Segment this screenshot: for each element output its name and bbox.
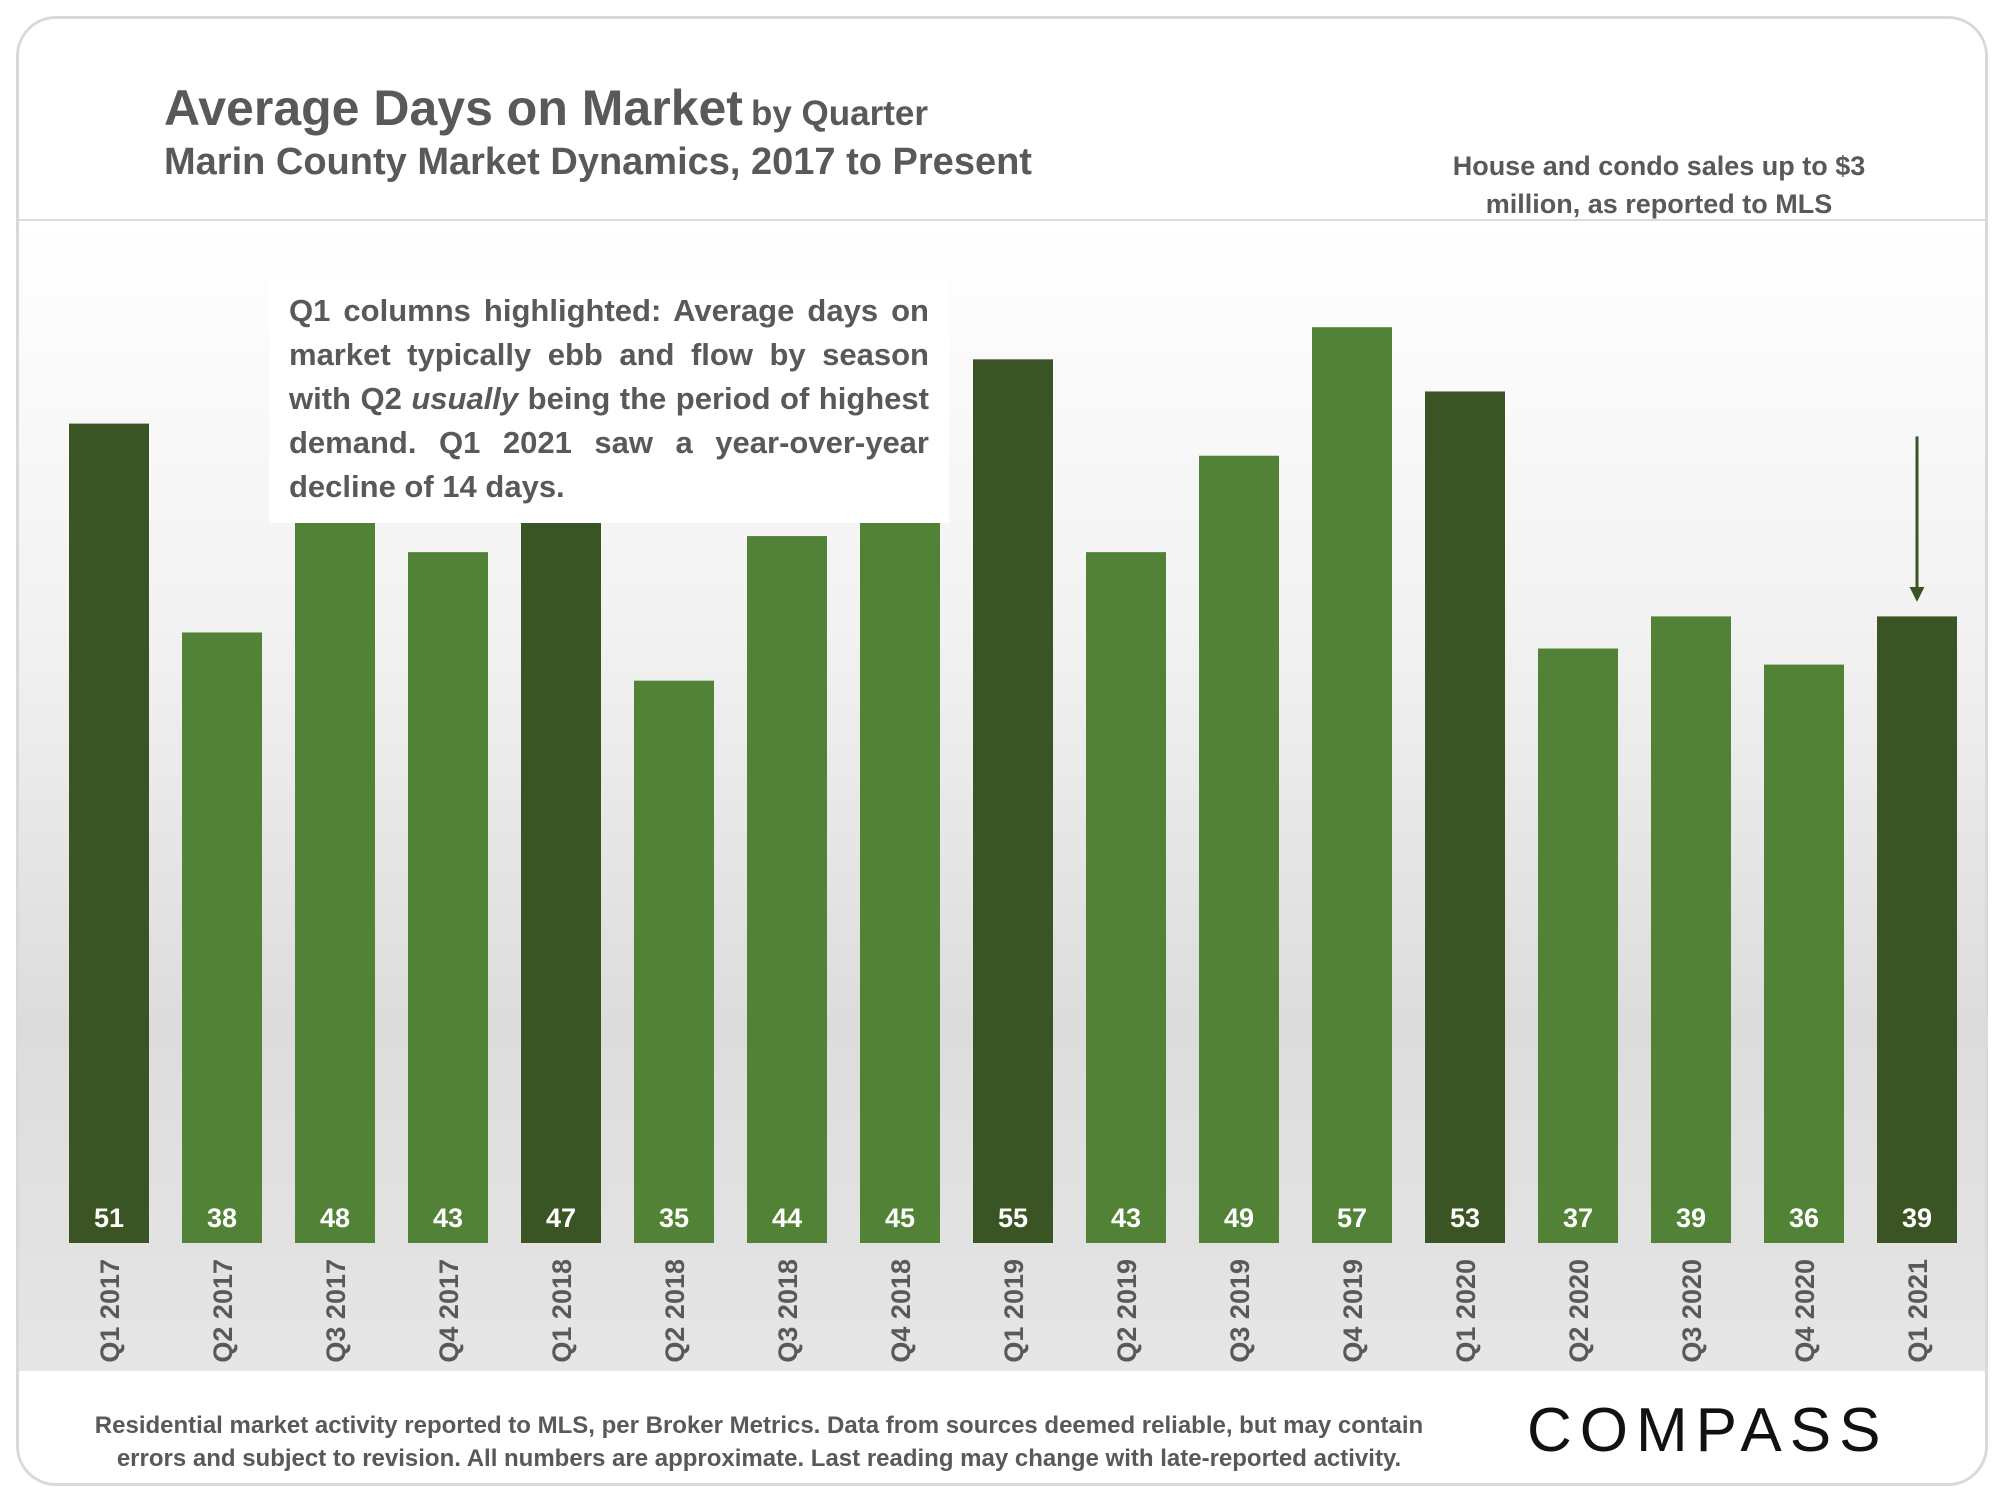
bar-q1-2019 bbox=[973, 359, 1053, 1243]
value-label-q2-2020: 37 bbox=[1563, 1203, 1593, 1233]
source-note: Residential market activity reported to … bbox=[94, 1412, 1424, 1472]
title-suffix: by Quarter bbox=[750, 94, 928, 133]
bar-chart: 51 38 48 43 47 35 44 45 55 43 49 57 53 37 39 36 39 Q1 20… bbox=[69, 327, 1957, 1363]
bar-q2-2017 bbox=[182, 632, 262, 1243]
x-tick-label-q1-2018: Q1 2018 bbox=[547, 1259, 577, 1363]
x-tick-label-q4-2017: Q4 2017 bbox=[434, 1259, 464, 1363]
value-label-q4-2017: 43 bbox=[433, 1203, 463, 1233]
value-label-q4-2019: 57 bbox=[1337, 1203, 1367, 1233]
value-label-q3-2018: 44 bbox=[772, 1203, 802, 1233]
bar-q2-2019 bbox=[1086, 552, 1166, 1243]
x-tick-label-q2-2017: Q2 2017 bbox=[208, 1259, 238, 1363]
value-label-q2-2017: 38 bbox=[207, 1203, 237, 1233]
x-tick-label-q2-2018: Q2 2018 bbox=[660, 1259, 690, 1363]
value-label-q2-2018: 35 bbox=[659, 1203, 689, 1233]
x-tick-label-q1-2017: Q1 2017 bbox=[95, 1259, 125, 1363]
value-label-q3-2019: 49 bbox=[1224, 1203, 1254, 1233]
value-label-q3-2020: 39 bbox=[1676, 1203, 1706, 1233]
value-label-q4-2020: 36 bbox=[1789, 1203, 1819, 1233]
x-tick-label-q3-2019: Q3 2019 bbox=[1225, 1259, 1255, 1363]
callout-text-start: Q1 columns highlighted: Average days on … bbox=[289, 293, 929, 416]
value-label-q1-2018: 47 bbox=[546, 1203, 576, 1233]
callout-text-end: being the period of highest demand. Q1 2… bbox=[289, 381, 929, 504]
bar-q2-2018 bbox=[634, 680, 714, 1243]
x-tick-label-q3-2020: Q3 2020 bbox=[1677, 1259, 1707, 1363]
value-label-q1-2017: 51 bbox=[94, 1203, 124, 1233]
x-tick-label-q3-2018: Q3 2018 bbox=[773, 1259, 803, 1363]
value-labels-group: 51 38 48 43 47 35 44 45 55 43 49 57 53 37 39 36 39 bbox=[94, 1203, 1932, 1233]
x-tick-label-q4-2019: Q4 2019 bbox=[1338, 1259, 1368, 1363]
bar-q1-2018 bbox=[521, 487, 601, 1243]
value-label-q1-2021: 39 bbox=[1902, 1203, 1932, 1233]
bar-q3-2019 bbox=[1199, 455, 1279, 1243]
data-scope-note: House and condo sales up to $3 million, … bbox=[1452, 151, 1866, 219]
bar-q4-2018 bbox=[860, 520, 940, 1243]
plot-area: 51 38 48 43 47 35 44 45 55 43 49 57 53 37 39 36 39 Q1 20… bbox=[19, 221, 1985, 1371]
value-label-q1-2019: 55 bbox=[998, 1203, 1028, 1233]
x-tick-label-q3-2017: Q3 2017 bbox=[321, 1259, 351, 1363]
bars-group bbox=[69, 327, 1957, 1244]
chart-title: Average Days on Market by Quarter bbox=[164, 79, 928, 137]
callout-emphasis: usually bbox=[411, 381, 519, 416]
bar-q3-2017 bbox=[295, 471, 375, 1243]
bar-q4-2020 bbox=[1764, 664, 1844, 1243]
bar-q4-2017 bbox=[408, 552, 488, 1243]
bar-q2-2020 bbox=[1538, 648, 1618, 1243]
chart-header: Average Days on Market by Quarter Marin C… bbox=[19, 19, 1985, 221]
value-label-q1-2020: 53 bbox=[1450, 1203, 1480, 1233]
x-tick-label-q1-2020: Q1 2020 bbox=[1451, 1259, 1481, 1363]
value-label-q4-2018: 45 bbox=[885, 1203, 915, 1233]
bar-q3-2018 bbox=[747, 536, 827, 1243]
value-label-q2-2019: 43 bbox=[1111, 1203, 1141, 1233]
bar-q1-2020 bbox=[1425, 391, 1505, 1243]
compass-logo: COMPASS bbox=[1527, 1396, 1889, 1465]
value-label-q3-2017: 48 bbox=[320, 1203, 350, 1233]
bar-q3-2020 bbox=[1651, 616, 1731, 1243]
callout-box: Q1 columns highlighted: Average days on … bbox=[269, 279, 949, 523]
x-tick-label-q2-2020: Q2 2020 bbox=[1564, 1259, 1594, 1363]
bar-q1-2017 bbox=[69, 423, 149, 1244]
bar-q4-2019 bbox=[1312, 327, 1392, 1243]
x-tick-label-q2-2019: Q2 2019 bbox=[1112, 1259, 1142, 1363]
chart-subtitle: Marin County Market Dynamics, 2017 to Pr… bbox=[164, 141, 1032, 183]
x-tick-label-q1-2019: Q1 2019 bbox=[999, 1259, 1029, 1363]
chart-card: Average Days on Market by Quarter Marin C… bbox=[16, 16, 1988, 1486]
chart-footer: Residential market activity reported to … bbox=[19, 1373, 1985, 1483]
x-tick-label-q1-2021: Q1 2021 bbox=[1903, 1259, 1933, 1363]
bar-q1-2021 bbox=[1877, 616, 1957, 1243]
x-tick-labels-group: Q1 2017 Q2 2017 Q3 2017 Q4 2017 Q1 2018 Q2 20… bbox=[95, 1259, 1933, 1363]
title-main: Average Days on Market bbox=[164, 80, 743, 136]
x-tick-label-q4-2020: Q4 2020 bbox=[1790, 1259, 1820, 1363]
x-tick-label-q4-2018: Q4 2018 bbox=[886, 1259, 916, 1363]
